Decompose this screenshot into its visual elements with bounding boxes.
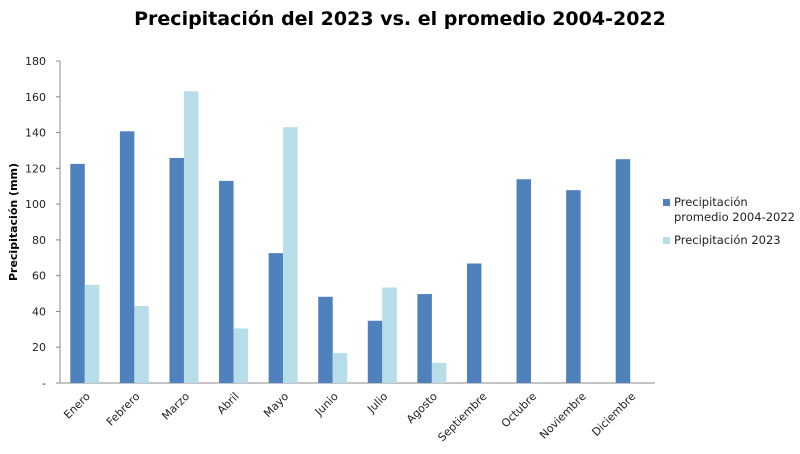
bar-average-septiembre	[466, 263, 482, 383]
y-tick-label: 140	[25, 127, 46, 140]
legend-label: Precipitación 2023	[674, 233, 781, 247]
bar-average-marzo	[169, 157, 184, 383]
legend-swatch	[663, 199, 670, 206]
x-tick-label: Noviembre	[537, 390, 589, 442]
legend: Precipitación promedio 2004-2022 Precipit…	[663, 195, 800, 256]
bar-average-julio	[367, 320, 383, 383]
bar-2023-junio	[332, 352, 348, 383]
y-tick-label: 160	[25, 91, 46, 104]
bar-average-diciembre	[615, 159, 631, 383]
bar-average-mayo	[268, 253, 284, 383]
bar-2023-abril	[233, 328, 249, 383]
bar-average-abril	[219, 180, 234, 383]
bar-average-agosto	[417, 294, 432, 383]
legend-swatch	[663, 237, 670, 244]
x-tick-label: Julio	[364, 390, 390, 416]
x-tick-label: Septiembre	[435, 390, 489, 444]
x-tick-label: Mayo	[261, 390, 291, 420]
y-tick-label: -	[42, 377, 46, 390]
x-tick-label: Agosto	[404, 390, 440, 426]
y-tick-label: 120	[25, 162, 46, 175]
y-axis-label: Precipitación (mm)	[7, 163, 20, 281]
bar-2023-enero	[84, 284, 100, 383]
bar-2023-julio	[382, 287, 397, 383]
y-tick-label: 20	[32, 341, 46, 354]
bar-average-junio	[318, 296, 333, 383]
x-tick-label: Abril	[215, 390, 242, 417]
y-tick-label: 180	[25, 55, 46, 68]
legend-label: Precipitación promedio 2004-2022	[674, 195, 795, 224]
bar-2023-febrero	[134, 306, 149, 383]
bar-2023-marzo	[183, 91, 199, 383]
x-tick-label: Diciembre	[589, 390, 638, 439]
bar-average-febrero	[119, 131, 135, 383]
y-tick-label: 100	[25, 198, 46, 211]
bar-2023-agosto	[431, 362, 447, 383]
bar-average-octubre	[516, 179, 532, 383]
y-tick-label: 60	[32, 270, 46, 283]
y-tick-label: 80	[32, 234, 46, 247]
y-tick-label: 40	[32, 305, 46, 318]
x-tick-label: Octubre	[499, 390, 539, 430]
x-tick-label: Junio	[312, 390, 341, 419]
x-tick-label: Febrero	[104, 390, 143, 429]
x-tick-label: Marzo	[159, 390, 192, 423]
bar-average-enero	[70, 163, 85, 383]
bar-average-noviembre	[566, 190, 581, 383]
chart-title: Precipitación del 2023 vs. el promedio 2…	[134, 8, 666, 30]
legend-item: Precipitación 2023	[663, 233, 800, 248]
x-tick-label: Enero	[61, 390, 93, 422]
legend-item: Precipitación promedio 2004-2022	[663, 195, 800, 225]
bar-2023-mayo	[283, 127, 298, 383]
